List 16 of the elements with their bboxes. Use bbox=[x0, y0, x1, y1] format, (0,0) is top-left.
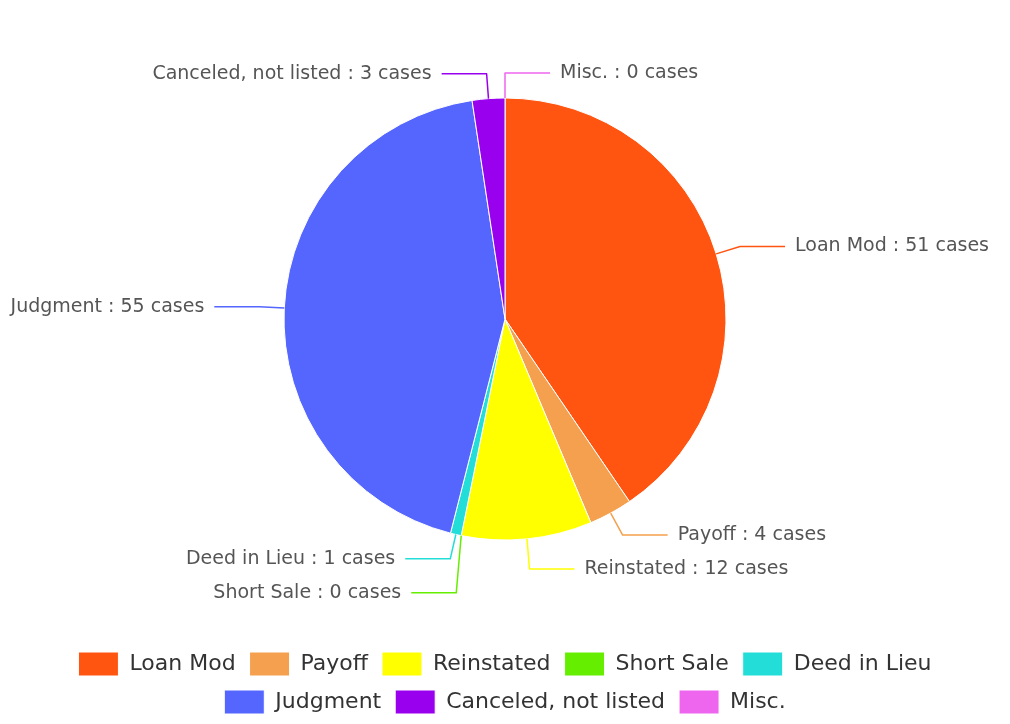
legend-label: Judgment bbox=[273, 687, 382, 713]
data-label: Deed in Lieu : 1 cases bbox=[185, 545, 396, 568]
text: Misc. : 0 cases bbox=[560, 59, 699, 82]
data-label: Judgment : 55 cases bbox=[9, 293, 205, 316]
legend-label: Loan Mod bbox=[129, 649, 236, 675]
text: Short Sale : 0 cases bbox=[213, 579, 402, 602]
legend-label: Canceled, not listed bbox=[446, 687, 666, 713]
legend-label: Reinstated bbox=[432, 649, 551, 675]
data-label: Reinstated : 12 cases bbox=[584, 555, 789, 578]
legend-label: Payoff bbox=[300, 649, 369, 675]
legend-label: Deed in Lieu bbox=[793, 649, 932, 675]
data-label: Canceled, not listed : 3 cases bbox=[152, 60, 432, 83]
legend-label: Short Sale bbox=[615, 649, 729, 675]
legend-label: Misc. bbox=[730, 687, 786, 713]
data-label: Payoff : 4 cases bbox=[677, 521, 827, 544]
data-label: Loan Mod : 51 cases bbox=[795, 233, 990, 256]
